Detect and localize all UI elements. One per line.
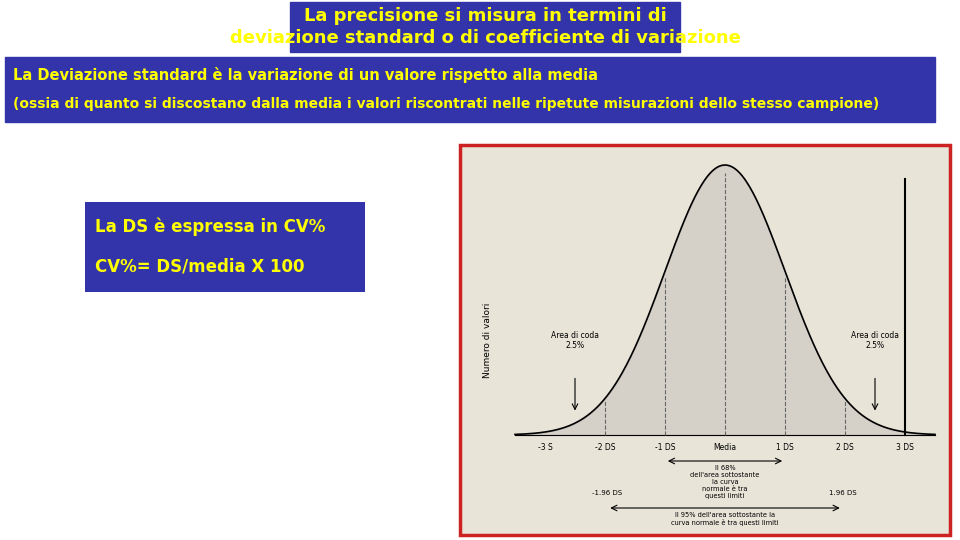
FancyBboxPatch shape <box>460 145 950 535</box>
Text: 1.96 DS: 1.96 DS <box>828 490 856 496</box>
Text: -2 DS: -2 DS <box>595 443 615 452</box>
Text: La DS è espressa in CV%: La DS è espressa in CV% <box>95 218 325 237</box>
Text: Area di coda
2.5%: Area di coda 2.5% <box>551 331 599 350</box>
FancyBboxPatch shape <box>85 202 365 292</box>
Text: La precisione si misura in termini di: La precisione si misura in termini di <box>303 7 666 25</box>
Text: Il 68%
dell'area sottostante
la curva
normale è tra
questi limiti: Il 68% dell'area sottostante la curva no… <box>690 465 759 499</box>
Text: 3 DS: 3 DS <box>896 443 914 452</box>
Text: Il 95% dell'area sottostante la
curva normale è tra questi limiti: Il 95% dell'area sottostante la curva no… <box>671 512 779 526</box>
Text: -1.96 DS: -1.96 DS <box>592 490 622 496</box>
FancyBboxPatch shape <box>5 57 935 122</box>
Text: CV%= DS/media X 100: CV%= DS/media X 100 <box>95 258 304 276</box>
Text: Area di coda
2.5%: Area di coda 2.5% <box>851 331 899 350</box>
Text: Numero di valori: Numero di valori <box>484 302 492 377</box>
Text: La Deviazione standard è la variazione di un valore rispetto alla media: La Deviazione standard è la variazione d… <box>13 67 598 83</box>
Text: -1 DS: -1 DS <box>655 443 675 452</box>
Text: 1 DS: 1 DS <box>776 443 794 452</box>
Text: (ossia di quanto si discostano dalla media i valori riscontrati nelle ripetute m: (ossia di quanto si discostano dalla med… <box>13 97 879 111</box>
Text: Media: Media <box>713 443 736 452</box>
Text: 2 DS: 2 DS <box>836 443 853 452</box>
Text: deviazione standard o di coefficiente di variazione: deviazione standard o di coefficiente di… <box>229 29 740 47</box>
FancyBboxPatch shape <box>290 2 680 52</box>
Text: -3 S: -3 S <box>538 443 552 452</box>
